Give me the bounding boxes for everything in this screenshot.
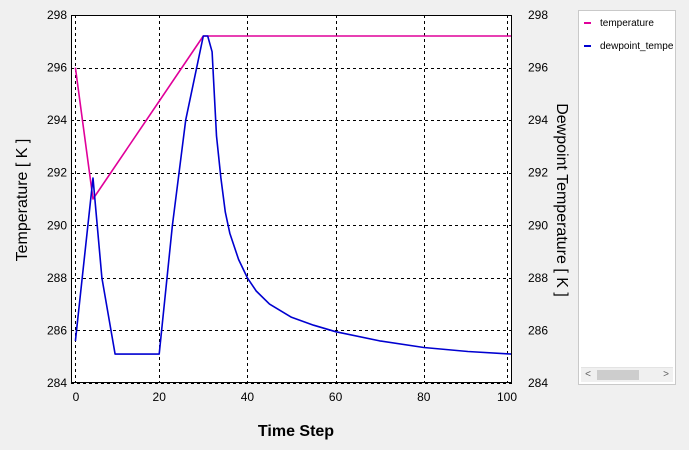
x-tick-label: 0	[73, 390, 80, 404]
legend-item-dewpoint: dewpoint_tempe	[583, 40, 673, 54]
y-tick-label-left: 290	[47, 218, 67, 232]
legend-scrollbar[interactable]: < >	[581, 367, 673, 382]
y-tick-label-right: 294	[528, 113, 548, 127]
x-tick-label: 20	[153, 390, 167, 404]
legend-swatch	[584, 22, 591, 25]
scroll-left-arrow-icon[interactable]: <	[585, 369, 591, 380]
y-axis-title-right: Dewpoint Temperature [ K ]	[553, 103, 570, 297]
plot-area	[71, 15, 512, 383]
legend-swatch	[584, 45, 591, 48]
x-tick-label: 100	[497, 390, 517, 404]
y-tick-label-right: 290	[528, 218, 548, 232]
x-tick-label: 40	[241, 390, 255, 404]
y-axis-title-left: Temperature [ K ]	[14, 139, 31, 262]
series-layer	[74, 35, 513, 355]
x-axis-title: Time Step	[258, 423, 334, 440]
x-tick-label: 60	[329, 390, 343, 404]
y-tick-label-left: 284	[47, 376, 67, 390]
grid	[71, 15, 512, 384]
plot-border	[71, 15, 512, 383]
legend[interactable]: temperature dewpoint_tempe < >	[578, 10, 676, 385]
y-tick-label-right: 292	[528, 166, 548, 180]
scrollbar-thumb[interactable]	[597, 370, 639, 380]
y-tick-label-left: 288	[47, 271, 67, 285]
legend-label: dewpoint_tempe	[600, 41, 674, 52]
y-tick-label-right: 298	[528, 8, 548, 22]
ticks-layer: 0 20 40 60 80 100 284 284 286 286 288 288 290 290 292 2…	[47, 8, 548, 404]
series-line-dewpoint-temperature	[74, 35, 513, 355]
y-tick-label-right: 296	[528, 61, 548, 75]
y-tick-label-left: 298	[47, 8, 67, 22]
y-tick-label-right: 286	[528, 323, 548, 337]
y-tick-label-left: 294	[47, 113, 67, 127]
y-tick-label-left: 296	[47, 61, 67, 75]
scroll-right-arrow-icon[interactable]: >	[663, 369, 669, 380]
legend-label: temperature	[600, 18, 654, 29]
y-tick-label-right: 284	[528, 376, 548, 390]
x-tick-label: 80	[417, 390, 431, 404]
y-tick-label-left: 286	[47, 323, 67, 337]
legend-item-temperature: temperature	[583, 17, 654, 31]
y-tick-label-left: 292	[47, 166, 67, 180]
series-line-temperature	[74, 35, 512, 200]
y-tick-label-right: 288	[528, 271, 548, 285]
